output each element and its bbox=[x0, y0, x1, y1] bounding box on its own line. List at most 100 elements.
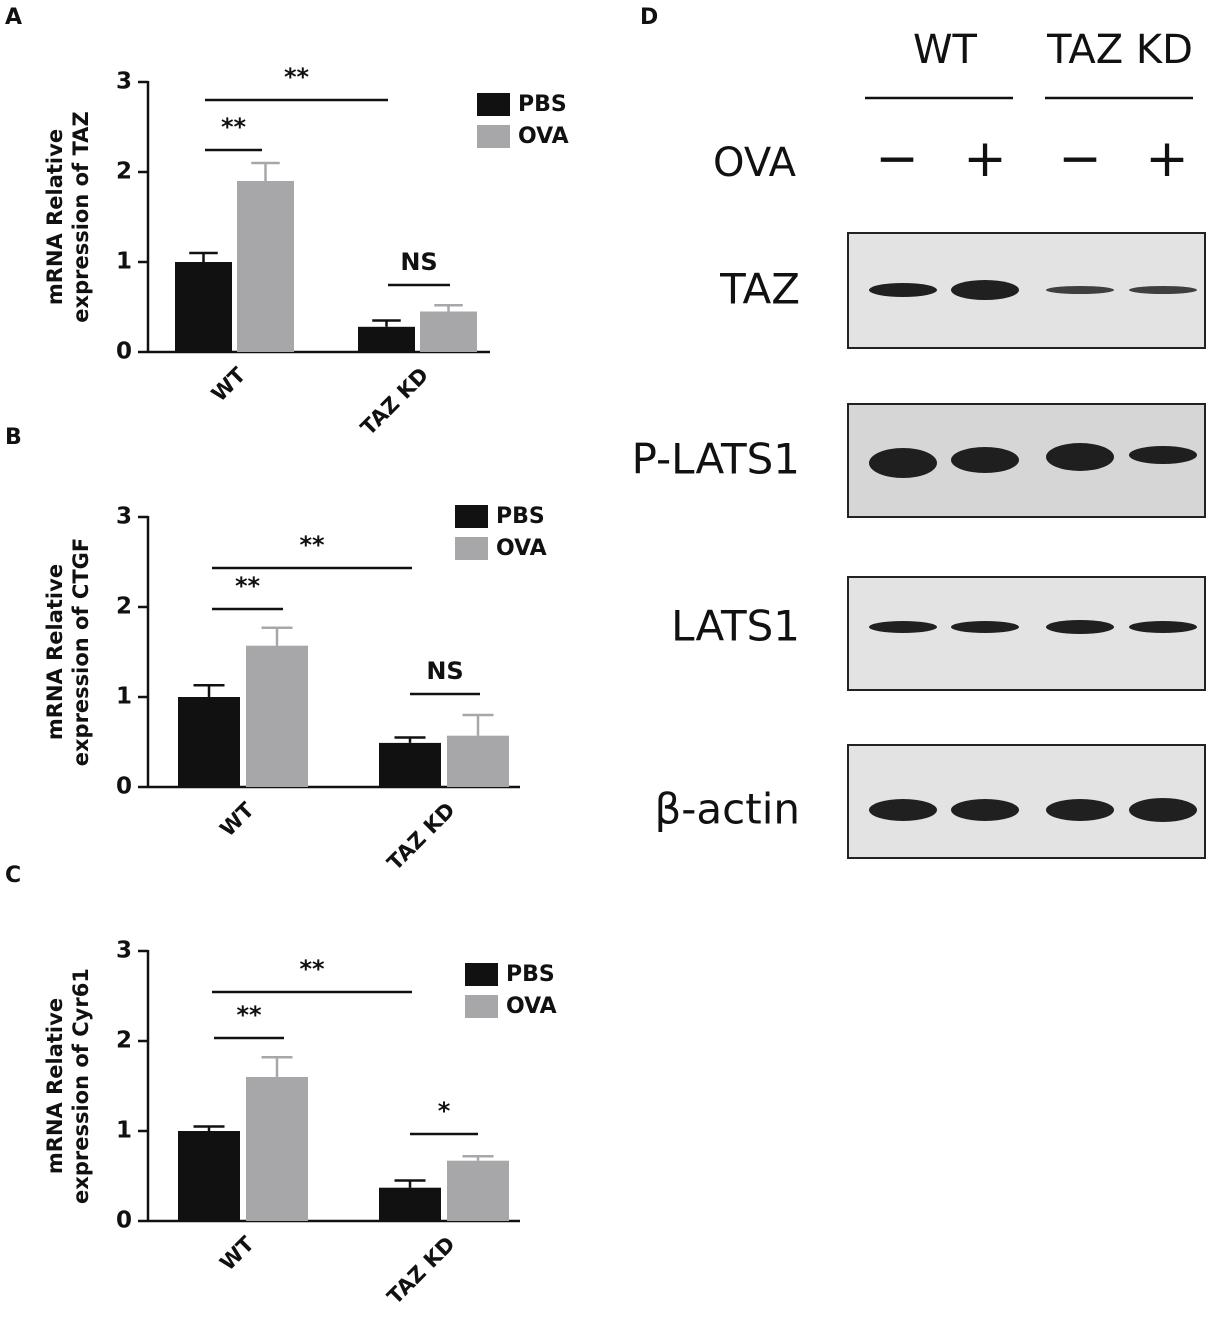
blot-band bbox=[1129, 446, 1197, 464]
blot-band bbox=[869, 799, 937, 821]
panel-label: A bbox=[5, 5, 22, 30]
error-bar bbox=[434, 303, 463, 312]
x-tick-label: TAZ KD bbox=[383, 1232, 460, 1309]
significance-label: ** bbox=[299, 955, 325, 983]
y-tick-label: 3 bbox=[116, 504, 132, 530]
error-bar bbox=[261, 626, 293, 646]
error-bar bbox=[394, 1179, 426, 1188]
significance-label: NS bbox=[426, 657, 463, 685]
x-tick-label: WT bbox=[215, 797, 259, 841]
significance-label: ** bbox=[299, 531, 325, 559]
sign: − bbox=[875, 129, 919, 189]
blot-band bbox=[1046, 443, 1114, 471]
bar bbox=[447, 735, 509, 787]
significance-label: ** bbox=[235, 572, 261, 600]
x-tick-label: TAZ KD bbox=[383, 798, 460, 875]
y-tick-label: 0 bbox=[116, 774, 132, 800]
sign: + bbox=[963, 129, 1007, 189]
legend-label: PBS bbox=[496, 504, 545, 529]
bar bbox=[358, 326, 415, 352]
bar bbox=[178, 697, 240, 787]
y-tick-label: 2 bbox=[116, 1028, 132, 1054]
panel-label: B bbox=[5, 425, 22, 450]
bar bbox=[237, 181, 294, 352]
blot-band bbox=[951, 447, 1019, 473]
bar bbox=[447, 1160, 509, 1221]
y-tick-label: 3 bbox=[116, 938, 132, 964]
y-tick-label: 1 bbox=[116, 684, 132, 710]
legend-swatch bbox=[455, 505, 488, 528]
y-tick-label: 2 bbox=[116, 594, 132, 620]
legend-swatch bbox=[465, 963, 498, 986]
bar bbox=[246, 645, 308, 787]
panel-label: C bbox=[5, 863, 21, 888]
blot-band bbox=[951, 621, 1019, 633]
legend-swatch bbox=[465, 995, 498, 1018]
significance-label: ** bbox=[221, 113, 247, 141]
y-tick-label: 0 bbox=[116, 1208, 132, 1234]
bar bbox=[420, 311, 477, 352]
row-label: TAZ bbox=[719, 265, 800, 314]
sign: + bbox=[1145, 129, 1189, 189]
bar bbox=[379, 742, 441, 787]
blot-band bbox=[951, 799, 1019, 821]
panel-label: D bbox=[640, 5, 658, 30]
error-bar bbox=[394, 736, 426, 743]
y-tick-label: 0 bbox=[116, 339, 132, 365]
legend-label: OVA bbox=[518, 124, 569, 149]
legend-swatch bbox=[477, 125, 510, 148]
error-bar bbox=[251, 161, 280, 181]
blot-band bbox=[869, 448, 937, 478]
treatment-label: OVA bbox=[713, 140, 797, 186]
blot-band bbox=[1129, 621, 1197, 633]
y-tick-label: 1 bbox=[116, 1118, 132, 1144]
x-tick-label: WT bbox=[215, 1231, 259, 1275]
significance-label: * bbox=[438, 1097, 451, 1125]
legend-swatch bbox=[477, 93, 510, 116]
legend-label: OVA bbox=[496, 536, 547, 561]
error-bar bbox=[462, 713, 494, 736]
blot-band bbox=[1129, 286, 1197, 294]
group-label: WT bbox=[913, 27, 978, 73]
error-bar bbox=[193, 1125, 225, 1131]
error-bar bbox=[372, 319, 401, 327]
group-label: TAZ KD bbox=[1046, 27, 1193, 73]
x-tick-label: TAZ KD bbox=[356, 363, 433, 440]
bar bbox=[178, 1131, 240, 1221]
y-tick-label: 3 bbox=[116, 69, 132, 95]
error-bar bbox=[462, 1154, 494, 1161]
blot-box bbox=[847, 576, 1206, 691]
blot-band bbox=[1046, 620, 1114, 634]
sign: − bbox=[1058, 129, 1102, 189]
legend-swatch bbox=[455, 537, 488, 560]
blot-band bbox=[1046, 286, 1114, 294]
blot-band bbox=[1129, 798, 1197, 822]
blot-band bbox=[869, 621, 937, 633]
error-bar bbox=[261, 1055, 293, 1077]
bar bbox=[175, 262, 232, 352]
legend-label: PBS bbox=[518, 92, 567, 117]
y-tick-label: 2 bbox=[116, 159, 132, 185]
bar bbox=[246, 1077, 308, 1221]
significance-label: ** bbox=[284, 63, 310, 91]
y-axis-label: mRNA Relative expression of TAZ bbox=[43, 111, 93, 323]
row-label: LATS1 bbox=[671, 602, 800, 651]
y-tick-label: 1 bbox=[116, 249, 132, 275]
row-label: P-LATS1 bbox=[632, 435, 800, 484]
blot-band bbox=[951, 280, 1019, 300]
y-axis-label: mRNA Relative expression of Cyr61 bbox=[43, 968, 93, 1204]
significance-label: NS bbox=[400, 248, 437, 276]
error-bar bbox=[189, 251, 218, 262]
blot-band bbox=[1046, 799, 1114, 821]
bar bbox=[379, 1187, 441, 1221]
y-axis-label: mRNA Relative expression of CTGF bbox=[43, 537, 93, 767]
significance-label: ** bbox=[236, 1001, 262, 1029]
row-label: β-actin bbox=[654, 785, 800, 834]
legend-label: OVA bbox=[506, 994, 557, 1019]
x-tick-label: WT bbox=[207, 362, 251, 406]
legend-label: PBS bbox=[506, 962, 555, 987]
blot-band bbox=[869, 283, 937, 297]
error-bar bbox=[193, 684, 225, 697]
